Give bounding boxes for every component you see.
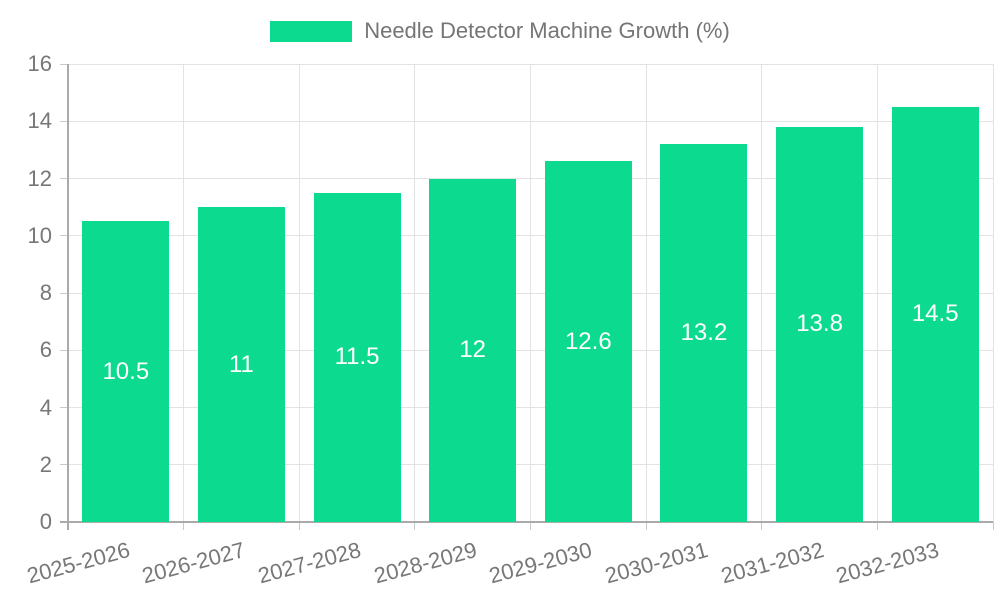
bar[interactable] [82, 221, 170, 522]
x-axis-tick [876, 522, 878, 530]
grid-line-vertical [414, 64, 416, 522]
x-axis-tick [414, 522, 416, 530]
bar[interactable] [776, 126, 864, 522]
grid-line-vertical [761, 64, 763, 522]
y-tick-label: 4 [39, 394, 52, 420]
y-tick-label: 8 [39, 280, 52, 305]
x-axis-tick [530, 522, 531, 530]
legend[interactable]: Needle Detector Machine Growth (%) [0, 18, 1000, 44]
y-axis-tick [60, 292, 68, 294]
x-axis-line [60, 521, 993, 523]
y-tick-label: 12 [27, 165, 52, 191]
y-axis-tick [60, 464, 68, 466]
grid-line-vertical [876, 64, 878, 522]
bar[interactable] [544, 161, 632, 522]
y-axis-tick [60, 407, 68, 408]
legend-label: Needle Detector Machine Growth (%) [364, 18, 730, 43]
x-axis-tick [645, 522, 647, 530]
x-axis-tick [992, 522, 994, 530]
y-tick-label: 14 [27, 108, 52, 134]
bar[interactable] [891, 106, 979, 522]
y-axis-tick [60, 178, 68, 179]
grid-line-vertical [530, 64, 531, 522]
bar[interactable] [197, 207, 285, 522]
x-axis-tick [298, 522, 300, 530]
y-axis-tick [60, 349, 68, 351]
y-axis-tick [60, 235, 68, 237]
legend-swatch [270, 20, 353, 42]
y-tick-label: 6 [39, 337, 52, 363]
y-tick-label: 2 [39, 451, 52, 477]
bar[interactable] [313, 192, 401, 522]
x-axis-tick [183, 522, 185, 530]
y-axis-tick [60, 120, 68, 122]
grid-line-vertical [183, 64, 185, 522]
grid-line-vertical [645, 64, 647, 522]
y-axis-tick [60, 63, 68, 65]
grid-line-vertical [298, 64, 300, 522]
y-tick-label: 0 [39, 509, 52, 534]
bar[interactable] [429, 178, 517, 522]
x-axis-tick [761, 522, 763, 530]
y-tick-label: 16 [27, 51, 52, 76]
grid-line-vertical [992, 64, 994, 522]
bar[interactable] [660, 144, 748, 522]
y-axis-line [67, 64, 69, 530]
y-tick-label: 10 [27, 222, 52, 248]
